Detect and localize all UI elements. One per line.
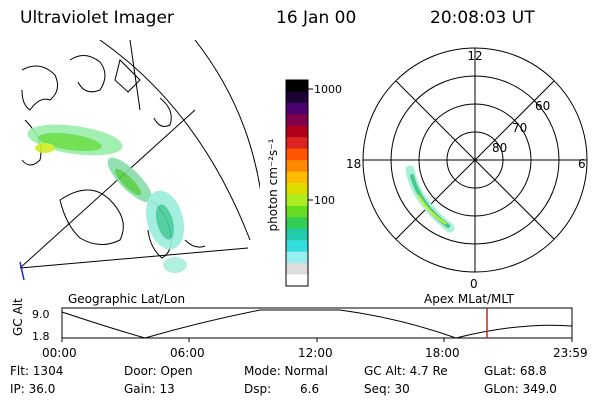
time-label: 20:08:03 UT [430,8,535,28]
altitude-curve [61,309,573,339]
mlat-label-60: 60 [535,99,550,113]
colorbar-band [286,114,308,127]
colorbar-band [286,148,308,161]
colorbar-band [286,274,308,287]
map-edge-mark [19,261,25,281]
geographic-longitude: GLon: 349.0 [484,382,557,396]
sequence-number: Seq: 30 [364,382,410,396]
geographic-latitude: GLat: 68.8 [484,364,547,378]
coastline [21,65,59,111]
polar-meridian [395,80,555,240]
alt-tick-1.8: 1.8 [32,330,50,343]
alt-tick-9: 9.0 [32,308,50,321]
colorbar-band [286,183,308,195]
colorbar-band [286,137,308,150]
mlat-label-80: 80 [492,141,507,155]
dsp-value: 6.6 [300,382,320,396]
colorbar-band [286,171,308,184]
coastline [184,239,206,248]
x-tick-1800: 18:00 [425,346,460,360]
coastline [59,189,124,245]
colorbar-band [286,217,308,230]
colorbar-unit-label: photon cm⁻²s⁻¹ [266,138,280,231]
mlt-label-6: 6 [578,157,586,171]
colorbar-band [286,102,308,115]
date-label: 16 Jan 00 [276,8,357,28]
colorbar-band [286,240,308,253]
map-latitude-arc [99,40,251,241]
mlt-label-12: 12 [467,49,482,63]
colorbar-band [286,251,308,264]
gain-value: Gain: 13 [124,382,175,396]
colorbar-frame [285,79,309,287]
aurora-emission-map [27,124,187,273]
colorbar-band [286,125,308,138]
colorbar-band [286,80,308,92]
x-tick-0000: 00:00 [42,346,77,360]
instrument-title: Ultraviolet Imager [20,8,174,28]
alt-axis-label: GC Alt [11,298,25,336]
altitude-plot-frame [61,307,573,339]
map-latitude-arc [194,40,260,191]
mlt-label-18: 18 [346,157,361,171]
map-longitude-line [20,247,249,269]
polar-plot [362,47,588,273]
polar-panel-label: Apex MLat/MLT [424,292,514,306]
map-longitude-line [20,109,196,269]
mlat-label-70: 70 [512,121,527,135]
colorbar-band [286,205,308,218]
coastline [69,55,106,93]
colorbar-tick-100: 100 [314,194,335,207]
x-tick-2359: 23:59 [553,346,588,360]
colorbar-band [286,228,308,241]
map-panel-label: Geographic Lat/Lon [68,292,186,306]
flight-number: Flt: 1304 [10,364,64,378]
mlt-label-0: 0 [470,277,478,291]
coastline [153,97,172,127]
door-status: Door: Open [124,364,193,378]
mode-value: Mode: Normal [244,364,328,378]
coastline [114,59,141,93]
colorbar-band [286,160,308,173]
x-tick-0600: 06:00 [170,346,205,360]
aurora-emission-polar [405,165,455,233]
colorbar-band [286,91,308,104]
colorbar-tick-1000: 1000 [314,83,342,96]
colorbar [286,80,308,287]
dsp-label: Dsp: [244,382,272,396]
gc-altitude: GC Alt: 4.7 Re [364,364,448,378]
x-tick-1200: 12:00 [298,346,333,360]
colorbar-band [286,263,308,276]
colorbar-band [286,194,308,207]
ip-value: IP: 36.0 [10,382,56,396]
